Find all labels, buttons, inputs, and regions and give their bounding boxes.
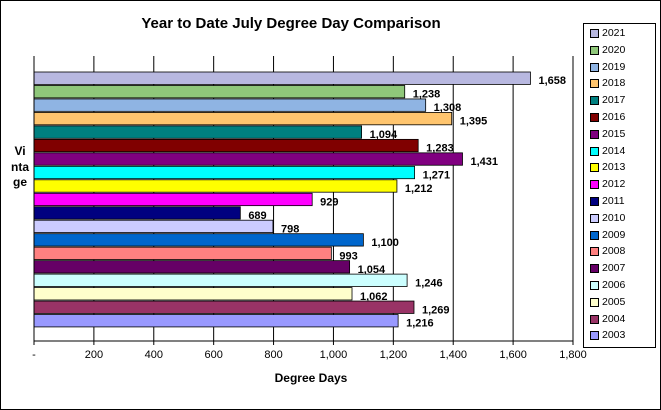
legend-label: 2013 xyxy=(602,161,626,174)
legend-swatch xyxy=(590,331,599,341)
legend-swatch xyxy=(590,247,599,257)
bar-2011 xyxy=(33,206,241,220)
bar-2003 xyxy=(33,314,399,328)
legend-label: 2004 xyxy=(602,312,626,325)
legend-label: 2007 xyxy=(602,262,626,275)
data-label-2017: 1,094 xyxy=(370,129,398,141)
x-tick-label: 1,800 xyxy=(559,349,587,361)
x-tick-label: 400 xyxy=(145,349,163,361)
legend-label: 2011 xyxy=(602,195,625,207)
bar-2015 xyxy=(33,152,463,166)
legend-swatch xyxy=(590,113,599,122)
legend-swatch xyxy=(590,264,599,274)
bar-2016 xyxy=(33,138,419,153)
bar-2012 xyxy=(33,192,313,207)
data-label-2016: 1,283 xyxy=(426,143,454,155)
x-tick-label: 600 xyxy=(204,349,222,361)
bar-2013 xyxy=(33,179,398,193)
x-tick-label: 1,000 xyxy=(320,349,348,361)
data-label-2007: 1,054 xyxy=(358,264,386,276)
legend-swatch xyxy=(590,281,599,290)
data-label-2020: 1,238 xyxy=(413,89,441,101)
legend-label: 2012 xyxy=(602,178,626,191)
chart-title: Year to Date July Degree Day Comparison xyxy=(141,15,441,32)
legend-swatch xyxy=(590,129,599,139)
data-label-2006: 1,246 xyxy=(415,277,443,289)
data-label-2011: 689 xyxy=(248,210,266,222)
data-label-2003: 1,216 xyxy=(406,318,434,330)
legend-label: 2008 xyxy=(602,245,626,258)
legend-label: 2020 xyxy=(602,43,626,56)
x-axis-label: Degree Days xyxy=(274,371,348,385)
bar-2019 xyxy=(33,98,427,112)
bar-2021 xyxy=(33,71,531,85)
legend-swatch xyxy=(590,79,599,89)
bar-2007 xyxy=(33,260,351,274)
legend-swatch xyxy=(590,146,599,156)
legend-swatch xyxy=(590,230,599,240)
data-label-2010: 798 xyxy=(281,223,299,235)
x-tick-label: 1,200 xyxy=(380,349,408,361)
legend-swatch xyxy=(590,314,599,324)
legend-swatch xyxy=(590,180,599,190)
legend-swatch xyxy=(590,45,599,55)
x-tick-label: 1,600 xyxy=(499,349,527,361)
x-tick-label: 1,400 xyxy=(439,349,467,361)
legend-label: 2005 xyxy=(602,295,626,308)
bar-2005 xyxy=(33,287,353,301)
y-axis-label: Vintage xyxy=(11,144,29,189)
legend-label: 2017 xyxy=(602,94,626,107)
data-label-2005: 1,062 xyxy=(360,291,388,303)
legend-label: 2014 xyxy=(602,144,626,157)
legend-label: 2010 xyxy=(602,211,626,224)
legend-label: 2016 xyxy=(602,111,626,123)
bar-2018 xyxy=(33,112,453,126)
legend: 2021 2020 2019 2018 2017 2016 2015 2014 2013 2012… xyxy=(583,23,656,348)
legend-label: 2006 xyxy=(602,279,626,291)
legend-swatch xyxy=(590,96,599,106)
legend-swatch xyxy=(590,213,599,223)
x-tick-label: 800 xyxy=(264,349,282,361)
legend-label: 2019 xyxy=(602,60,626,73)
data-label-2004: 1,269 xyxy=(422,304,450,316)
data-label-2019: 1,308 xyxy=(434,102,462,114)
legend-swatch xyxy=(590,197,599,206)
legend-label: 2018 xyxy=(602,77,626,90)
legend-label: 2009 xyxy=(602,228,626,241)
x-tick-label: 200 xyxy=(85,349,103,361)
legend-swatch xyxy=(590,297,599,307)
legend-label: 2003 xyxy=(602,329,626,342)
data-label-2009: 1,100 xyxy=(371,237,399,249)
bar-2010 xyxy=(33,219,274,234)
legend-swatch xyxy=(590,29,599,38)
legend-label: 2015 xyxy=(602,127,626,140)
legend-label: 2021 xyxy=(602,27,626,39)
data-label-2012: 929 xyxy=(320,196,338,208)
legend-swatch xyxy=(590,163,599,173)
bar-2004 xyxy=(33,300,415,314)
data-label-2021: 1,658 xyxy=(538,75,566,87)
bar-2014 xyxy=(33,165,415,180)
data-label-2018: 1,395 xyxy=(460,116,488,128)
legend-swatch xyxy=(590,62,599,72)
data-label-2013: 1,212 xyxy=(405,183,433,195)
bar-2017 xyxy=(33,125,362,139)
data-label-2008: 993 xyxy=(339,250,357,262)
bar-2006 xyxy=(33,273,408,287)
bar-2008 xyxy=(33,246,332,260)
bar-2009 xyxy=(33,233,364,247)
bar-2020 xyxy=(33,85,406,99)
data-label-2015: 1,431 xyxy=(471,156,499,168)
x-tick-label: - xyxy=(32,349,36,361)
data-label-2014: 1,271 xyxy=(423,170,451,182)
